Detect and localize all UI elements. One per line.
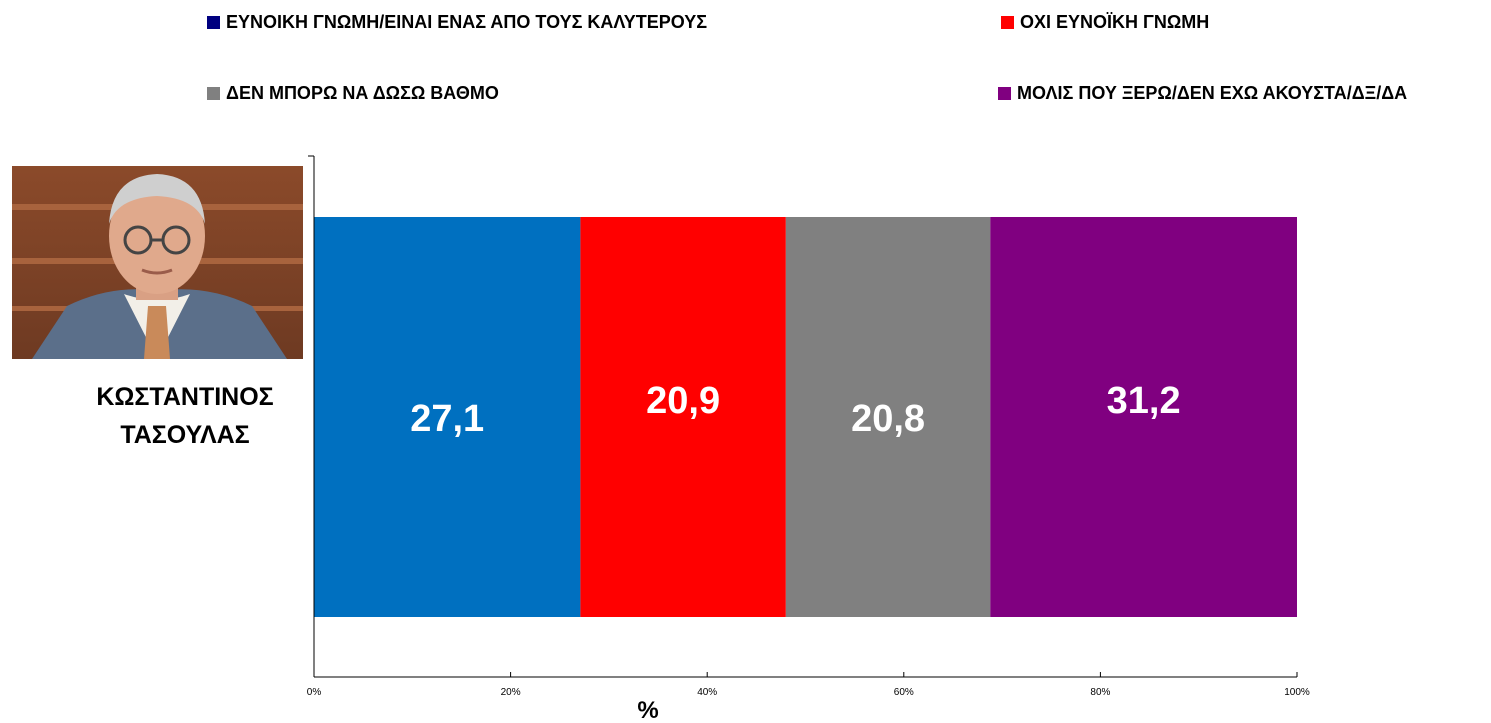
bar-segment-2 [580,217,786,617]
legend-item-barely-know: ΜΟΛΙΣ ΠΟΥ ΞΕΡΩ/ΔΕΝ ΕΧΩ ΑΚΟΥΣΤΑ/ΔΞ/ΔΑ [998,83,1407,104]
person-photo [12,166,303,359]
x-tick-label: 100% [1284,687,1310,698]
x-tick-label: 40% [697,687,717,698]
x-tick-label: 80% [1090,687,1110,698]
legend-label-favorable: ΕΥΝΟΙΚΗ ΓΝΩΜΗ/ΕΙΝΑΙ ΕΝΑΣ ΑΠΟ ΤΟΥΣ ΚΑΛΥΤΕ… [226,12,708,32]
legend-item-favorable: ΕΥΝΟΙΚΗ ΓΝΩΜΗ/ΕΙΝΑΙ ΕΝΑΣ ΑΠΟ ΤΟΥΣ ΚΑΛΥΤΕ… [207,12,707,33]
person-first-name: ΚΩΣΤΑΝΤΙΝΟΣ [96,383,274,411]
data-label-1: 27,1 [410,398,484,440]
person-last-name: ΤΑΣΟΥΛΑΣ [120,421,250,449]
legend-swatch-cannot-rate [207,87,220,100]
data-label-2: 20,9 [646,380,720,422]
x-tick-label: 60% [894,687,914,698]
data-label-4: 31,2 [1107,380,1181,422]
x-tick-label: 0% [307,687,322,698]
legend-swatch-unfavorable [1001,16,1014,29]
x-tick-label: 20% [501,687,521,698]
legend-label-cannot-rate: ΔΕΝ ΜΠΟΡΩ ΝΑ ΔΩΣΩ ΒΑΘΜΟ [226,83,499,103]
legend-item-unfavorable: ΟΧΙ ΕΥΝΟΪΚΗ ΓΝΩΜΗ [1001,12,1209,33]
legend-swatch-favorable [207,16,220,29]
legend-swatch-barely-know [998,87,1011,100]
category-label: ΚΩΣΤΑΝΤΙΝΟΣ ΤΑΣΟΥΛΑΣ [40,378,330,454]
legend-label-barely-know: ΜΟΛΙΣ ΠΟΥ ΞΕΡΩ/ΔΕΝ ΕΧΩ ΑΚΟΥΣΤΑ/ΔΞ/ΔΑ [1017,83,1408,103]
x-axis-label: % [637,697,658,723]
legend-item-cannot-rate: ΔΕΝ ΜΠΟΡΩ ΝΑ ΔΩΣΩ ΒΑΘΜΟ [207,83,499,104]
bar-segment-3 [785,217,991,617]
legend-label-unfavorable: ΟΧΙ ΕΥΝΟΪΚΗ ΓΝΩΜΗ [1020,12,1210,32]
data-label-3: 20,8 [851,398,925,440]
bar-segment-1 [314,217,581,617]
bar-segment-4 [990,217,1297,617]
